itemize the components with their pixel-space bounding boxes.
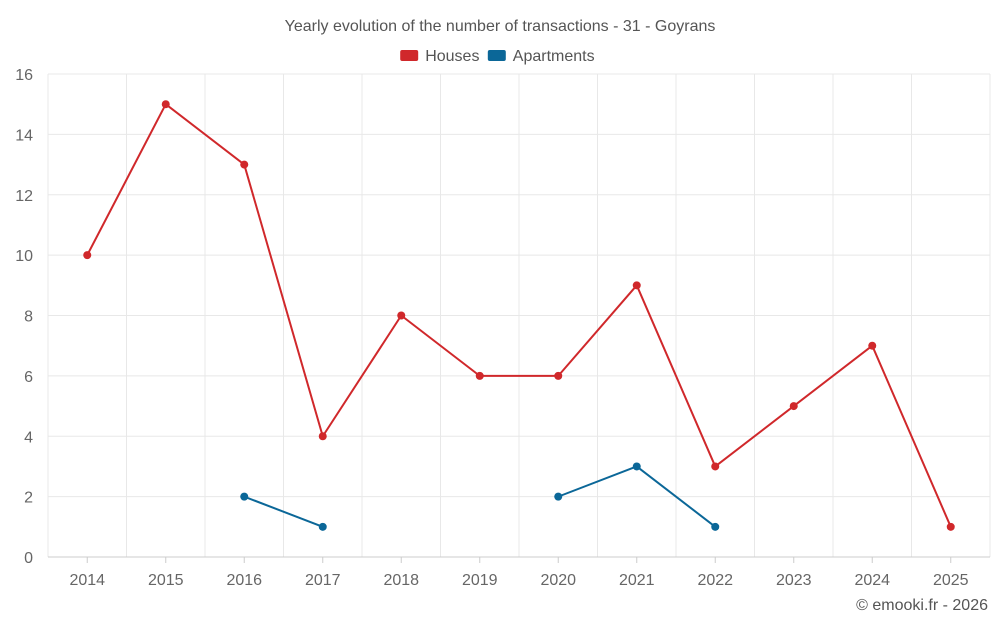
y-tick-label: 0 [24, 550, 33, 567]
axes: 0 2 4 6 8 10 12 14 16 2014 2015 2016 2017 2018 2019 202… [15, 67, 990, 589]
legend: Houses Apartments [400, 48, 595, 65]
data-point[interactable] [632, 462, 641, 471]
data-point[interactable] [318, 432, 327, 441]
x-tick-label: 2025 [933, 572, 969, 589]
x-tick-label: 2019 [462, 572, 498, 589]
y-tick-label: 14 [15, 127, 33, 144]
data-point[interactable] [83, 251, 92, 260]
y-tick-label: 10 [15, 248, 33, 265]
data-point[interactable] [554, 371, 563, 380]
series-line [86, 103, 952, 528]
x-tick-label: 2021 [619, 572, 655, 589]
y-tick-label: 12 [15, 188, 33, 205]
data-point[interactable] [240, 492, 249, 501]
legend-item-apartments[interactable]: Apartments [487, 48, 595, 65]
data-point[interactable] [868, 341, 877, 350]
data-point[interactable] [946, 522, 955, 531]
series-layer [83, 100, 955, 531]
y-tick-label: 2 [24, 490, 33, 507]
y-tick-label: 6 [24, 369, 33, 386]
data-point[interactable] [711, 462, 720, 471]
x-tick-label: 2020 [540, 572, 576, 589]
data-point[interactable] [397, 311, 406, 320]
legend-label: Apartments [513, 48, 595, 65]
x-tick-label: 2024 [854, 572, 890, 589]
data-point[interactable] [240, 160, 249, 169]
legend-swatch [400, 50, 419, 61]
legend-swatch [487, 50, 506, 61]
series-houses [83, 100, 955, 531]
x-tick-label: 2023 [776, 572, 812, 589]
grid [47, 73, 991, 557]
data-point[interactable] [318, 522, 327, 531]
data-point[interactable] [632, 281, 641, 290]
x-tick-label: 2016 [226, 572, 262, 589]
chart-title: Yearly evolution of the number of transa… [285, 18, 716, 35]
x-tick-label: 2022 [697, 572, 733, 589]
y-tick-label: 4 [24, 429, 33, 446]
x-tick-label: 2015 [148, 572, 184, 589]
x-tick-label: 2017 [305, 572, 341, 589]
legend-label: Houses [425, 48, 479, 65]
legend-item-houses[interactable]: Houses [400, 48, 479, 65]
x-tick-label: 2018 [383, 572, 419, 589]
data-point[interactable] [711, 522, 720, 531]
series-line [243, 495, 324, 528]
data-point[interactable] [789, 402, 798, 411]
y-tick-label: 16 [15, 67, 33, 84]
series-apartments [240, 462, 720, 531]
data-point[interactable] [554, 492, 563, 501]
x-tick-label: 2014 [69, 572, 105, 589]
y-tick-label: 8 [24, 309, 33, 326]
data-point[interactable] [475, 371, 484, 380]
data-point[interactable] [161, 100, 170, 109]
credit-text: © emooki.fr - 2026 [856, 597, 988, 614]
